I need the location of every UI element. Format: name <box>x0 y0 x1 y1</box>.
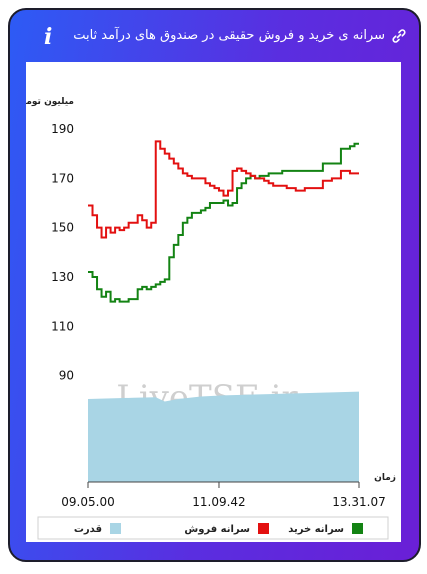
series-area-power <box>88 391 359 482</box>
y-tick-label: 150 <box>51 221 74 235</box>
legend-label: سرانه خرید <box>288 524 344 535</box>
info-icon[interactable]: i <box>44 24 53 50</box>
y-tick-label: 130 <box>51 270 74 284</box>
link-icon[interactable] <box>391 28 407 44</box>
series-line-buy <box>88 142 359 303</box>
x-tick-label: 09.05.00 <box>61 495 114 509</box>
legend-item-sell[interactable]: سرانه فروش <box>184 523 269 535</box>
y-tick-label: 190 <box>51 122 74 136</box>
series-line-sell <box>88 140 359 239</box>
legend-swatch <box>258 523 269 534</box>
legend-item-power[interactable]: قدرت <box>74 523 121 535</box>
chart-panel: LiveTSE.ir میلیون تومان زمان 90110130150… <box>15 62 401 542</box>
legend-item-buy[interactable]: سرانه خرید <box>288 523 363 535</box>
card-header: i سرانه ی خرید و فروش حقیقی در صندوق های… <box>10 10 419 62</box>
line-chart: LiveTSE.ir میلیون تومان زمان 90110130150… <box>15 97 396 540</box>
legend-swatch <box>110 523 121 534</box>
x-tick-label: 11.09.42 <box>192 495 245 509</box>
y-tick-label: 110 <box>51 319 74 333</box>
y-axis-label: میلیون تومان <box>26 97 74 107</box>
x-tick-label: 13.31.07 <box>332 495 385 509</box>
legend-box <box>37 516 389 540</box>
chart-card: i سرانه ی خرید و فروش حقیقی در صندوق های… <box>8 8 421 562</box>
y-tick-label: 170 <box>51 171 74 185</box>
legend-label: قدرت <box>74 524 102 535</box>
legend-swatch <box>352 523 363 534</box>
legend-label: سرانه فروش <box>184 524 250 535</box>
x-axis-label: زمان <box>374 473 396 483</box>
y-tick-label: 90 <box>59 369 74 383</box>
chart-title: سرانه ی خرید و فروش حقیقی در صندوق های د… <box>73 28 385 43</box>
